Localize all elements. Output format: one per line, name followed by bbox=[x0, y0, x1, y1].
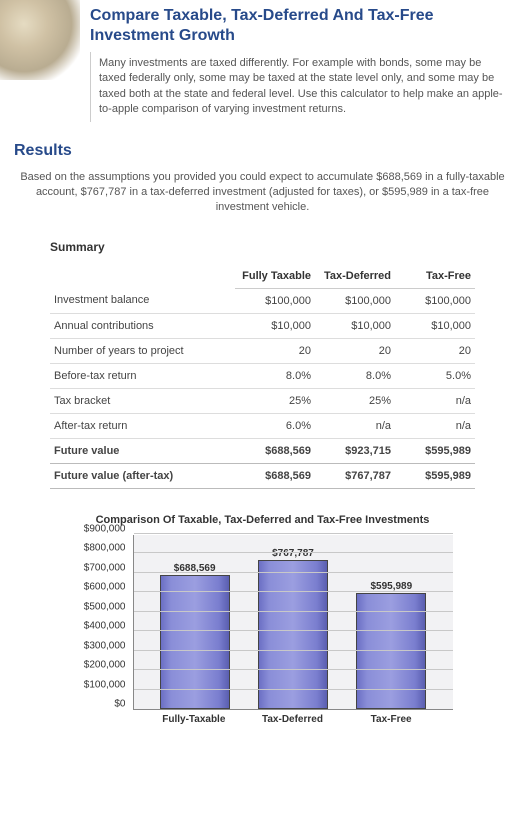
y-tick-label: $200,000 bbox=[84, 660, 126, 671]
cell-value: $688,569 bbox=[235, 463, 315, 488]
col-header: Fully Taxable bbox=[235, 264, 315, 289]
col-header: Tax-Free bbox=[395, 264, 475, 289]
table-row: Investment balance$100,000$100,000$100,0… bbox=[50, 288, 475, 313]
chart-title: Comparison Of Taxable, Tax-Deferred and … bbox=[73, 513, 453, 527]
cell-value: $688,569 bbox=[235, 438, 315, 463]
cell-value: $10,000 bbox=[315, 313, 395, 338]
cell-value: n/a bbox=[315, 413, 395, 438]
summary-table: Fully Taxable Tax-Deferred Tax-Free Inve… bbox=[50, 264, 475, 489]
cell-value: $100,000 bbox=[315, 288, 395, 313]
results-summary-text: Based on the assumptions you provided yo… bbox=[0, 170, 525, 216]
cell-value: n/a bbox=[395, 388, 475, 413]
table-row: Future value (after-tax)$688,569$767,787… bbox=[50, 463, 475, 488]
cell-value: $595,989 bbox=[395, 463, 475, 488]
y-tick-label: $500,000 bbox=[84, 601, 126, 612]
page-title: Compare Taxable, Tax-Deferred And Tax-Fr… bbox=[90, 6, 515, 46]
y-tick-label: $100,000 bbox=[84, 679, 126, 690]
x-tick-label: Tax-Deferred bbox=[257, 714, 327, 725]
y-tick-label: $800,000 bbox=[84, 543, 126, 554]
row-label: Number of years to project bbox=[50, 338, 235, 363]
row-label: After-tax return bbox=[50, 413, 235, 438]
cell-value: 6.0% bbox=[235, 413, 315, 438]
cell-value: $100,000 bbox=[235, 288, 315, 313]
gridline bbox=[134, 533, 453, 534]
gridline bbox=[134, 552, 453, 553]
intro-text: Many investments are taxed differently. … bbox=[90, 52, 515, 122]
x-tick-label: Tax-Free bbox=[356, 714, 426, 725]
comparison-chart: Comparison Of Taxable, Tax-Deferred and … bbox=[73, 513, 453, 725]
y-tick-label: $600,000 bbox=[84, 582, 126, 593]
y-tick-label: $700,000 bbox=[84, 562, 126, 573]
cell-value: $10,000 bbox=[395, 313, 475, 338]
cell-value: $923,715 bbox=[315, 438, 395, 463]
gridline bbox=[134, 630, 453, 631]
gridline bbox=[134, 591, 453, 592]
cell-value: 20 bbox=[395, 338, 475, 363]
row-label: Investment balance bbox=[50, 288, 235, 313]
row-label: Annual contributions bbox=[50, 313, 235, 338]
cell-value: 20 bbox=[235, 338, 315, 363]
bar: $767,787 bbox=[258, 560, 328, 709]
row-label: Before-tax return bbox=[50, 363, 235, 388]
cell-value: $100,000 bbox=[395, 288, 475, 313]
x-tick-label: Fully-Taxable bbox=[159, 714, 229, 725]
table-row: After-tax return6.0%n/an/a bbox=[50, 413, 475, 438]
cell-value: 25% bbox=[315, 388, 395, 413]
cell-value: 8.0% bbox=[235, 363, 315, 388]
col-header: Tax-Deferred bbox=[315, 264, 395, 289]
cell-value: 20 bbox=[315, 338, 395, 363]
y-tick-label: $300,000 bbox=[84, 640, 126, 651]
row-label: Future value (after-tax) bbox=[50, 463, 235, 488]
cell-value: 5.0% bbox=[395, 363, 475, 388]
row-label: Tax bracket bbox=[50, 388, 235, 413]
cell-value: $595,989 bbox=[395, 438, 475, 463]
results-heading: Results bbox=[14, 142, 525, 160]
table-row: Number of years to project202020 bbox=[50, 338, 475, 363]
gridline bbox=[134, 611, 453, 612]
gridline bbox=[134, 689, 453, 690]
gridline bbox=[134, 650, 453, 651]
table-row: Future value$688,569$923,715$595,989 bbox=[50, 438, 475, 463]
cell-value: $10,000 bbox=[235, 313, 315, 338]
cell-value: 25% bbox=[235, 388, 315, 413]
y-tick-label: $400,000 bbox=[84, 621, 126, 632]
row-label: Future value bbox=[50, 438, 235, 463]
cell-value: $767,787 bbox=[315, 463, 395, 488]
decorative-coins-image bbox=[0, 0, 80, 80]
table-row: Tax bracket25%25%n/a bbox=[50, 388, 475, 413]
gridline bbox=[134, 669, 453, 670]
gridline bbox=[134, 572, 453, 573]
cell-value: n/a bbox=[395, 413, 475, 438]
table-row: Annual contributions$10,000$10,000$10,00… bbox=[50, 313, 475, 338]
summary-title: Summary bbox=[50, 240, 475, 254]
cell-value: 8.0% bbox=[315, 363, 395, 388]
y-tick-label: $0 bbox=[114, 699, 125, 710]
table-row: Before-tax return8.0%8.0%5.0% bbox=[50, 363, 475, 388]
y-tick-label: $900,000 bbox=[84, 524, 126, 535]
